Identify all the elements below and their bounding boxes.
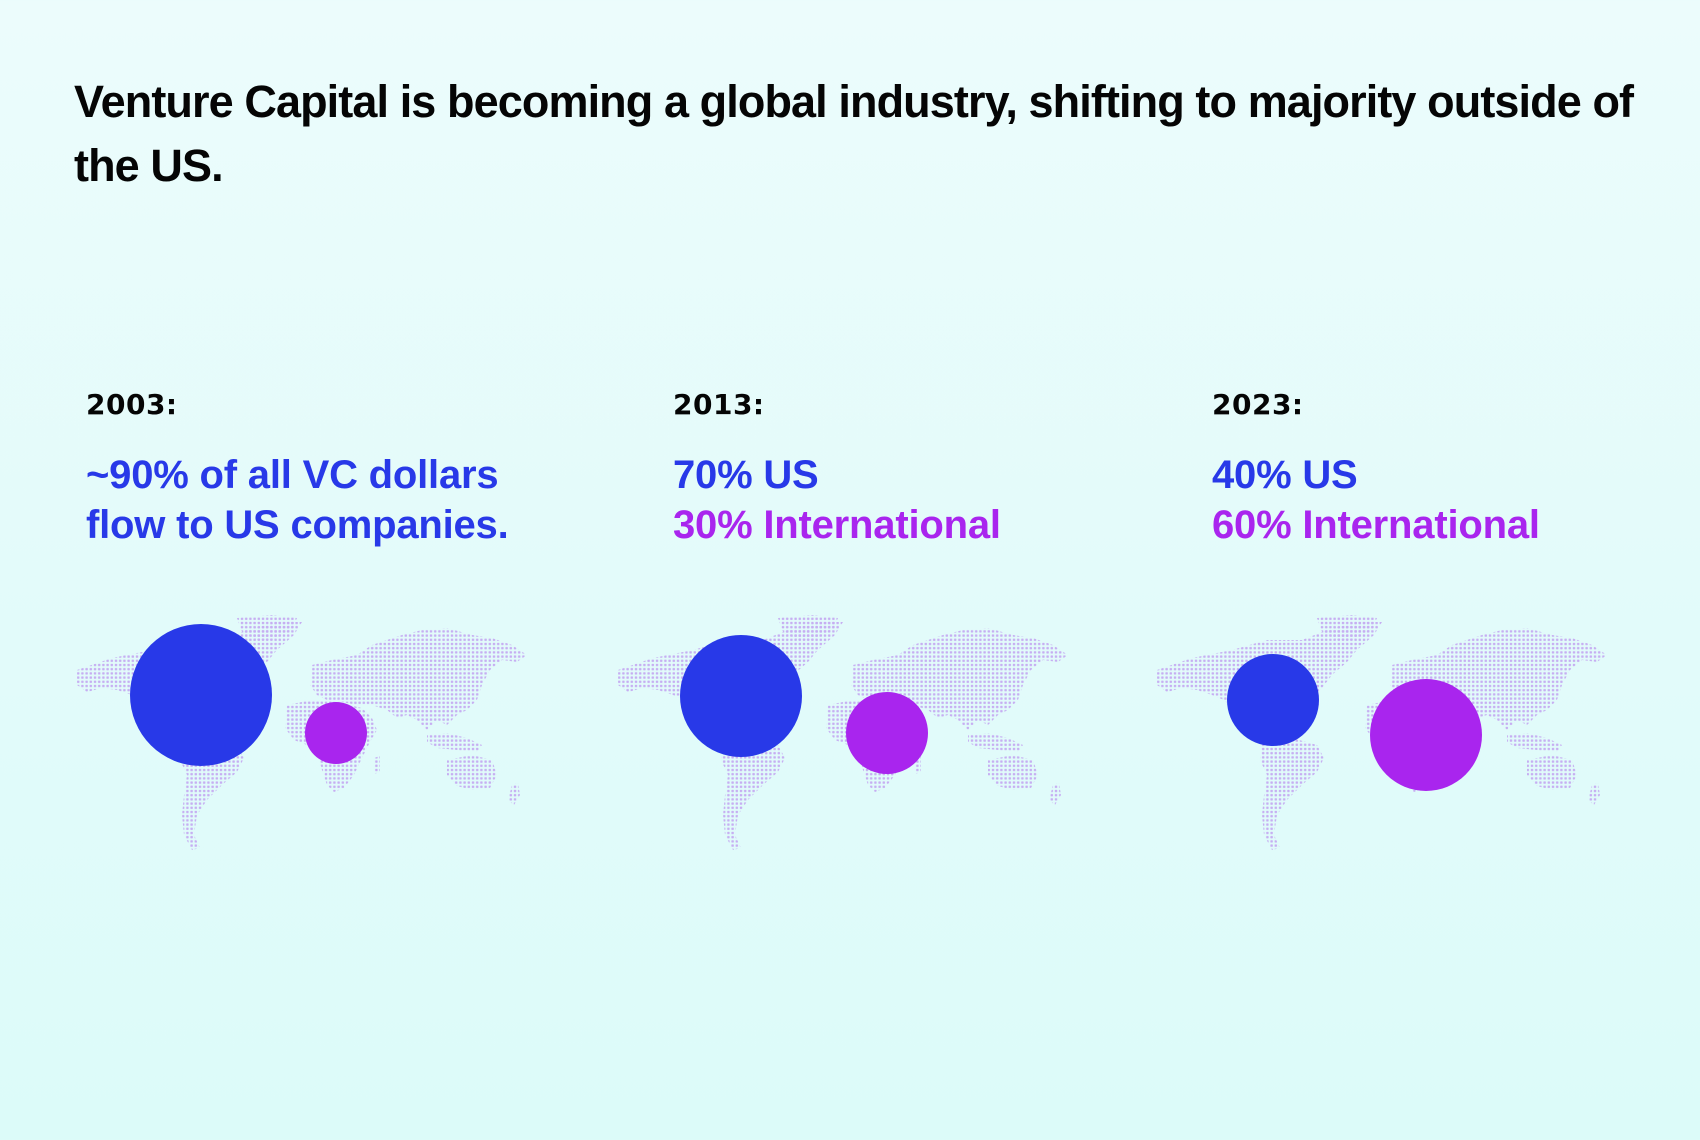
- year-label: 2023:: [1212, 388, 1304, 421]
- continent-dots: [618, 615, 1068, 850]
- us-share-text: 40% US: [1212, 453, 1358, 497]
- international-share-text: 60% International: [1212, 503, 1540, 547]
- year-label: 2013:: [673, 388, 765, 421]
- international-bubble: [305, 702, 367, 764]
- continent-dot-shape: [1049, 783, 1061, 805]
- continent-dot-shape: [310, 628, 527, 730]
- continent-dot-shape: [1507, 733, 1562, 752]
- panel-2013: 2013: 70% US 30% International: [673, 388, 1193, 550]
- international-share-text: 30% International: [673, 503, 1001, 547]
- us-bubble: [680, 635, 802, 757]
- us-share-text: 70% US: [673, 453, 819, 497]
- continent-dot-shape: [427, 733, 482, 752]
- continent-dot-shape: [508, 783, 520, 805]
- year-label: 2003:: [86, 388, 178, 421]
- us-bubble: [1227, 654, 1319, 746]
- world-map-2013: [618, 615, 1068, 850]
- world-map-2003: [77, 615, 527, 850]
- continent-dot-shape: [968, 733, 1023, 752]
- world-map-2023: [1157, 615, 1607, 850]
- us-bubble: [130, 624, 272, 766]
- continent-dot-shape: [374, 756, 380, 774]
- page-title: Venture Capital is becoming a global ind…: [74, 76, 1634, 191]
- panel-description: 40% US 60% International: [1212, 450, 1700, 550]
- panel-2003: 2003: ~90% of all VC dollars flow to US …: [86, 388, 606, 550]
- continent-dot-shape: [1527, 755, 1577, 790]
- panel-description: 70% US 30% International: [673, 450, 1193, 550]
- continent-dot-shape: [721, 738, 785, 850]
- us-share-text: ~90% of all VC dollars: [86, 453, 499, 497]
- continent-dot-shape: [180, 738, 244, 850]
- continent-dot-shape: [1260, 738, 1324, 850]
- international-bubble: [1370, 679, 1482, 791]
- continent-dot-shape: [1317, 615, 1377, 640]
- continent-dot-shape: [447, 755, 497, 790]
- panel-2023: 2023: 40% US 60% International: [1212, 388, 1700, 550]
- us-share-text-line2: flow to US companies.: [86, 503, 509, 547]
- continent-dot-shape: [988, 755, 1038, 790]
- continent-dot-shape: [778, 615, 838, 640]
- continent-dot-shape: [237, 615, 297, 640]
- panel-description: ~90% of all VC dollars flow to US compan…: [86, 450, 606, 550]
- continent-dot-shape: [1588, 783, 1600, 805]
- international-bubble: [846, 692, 928, 774]
